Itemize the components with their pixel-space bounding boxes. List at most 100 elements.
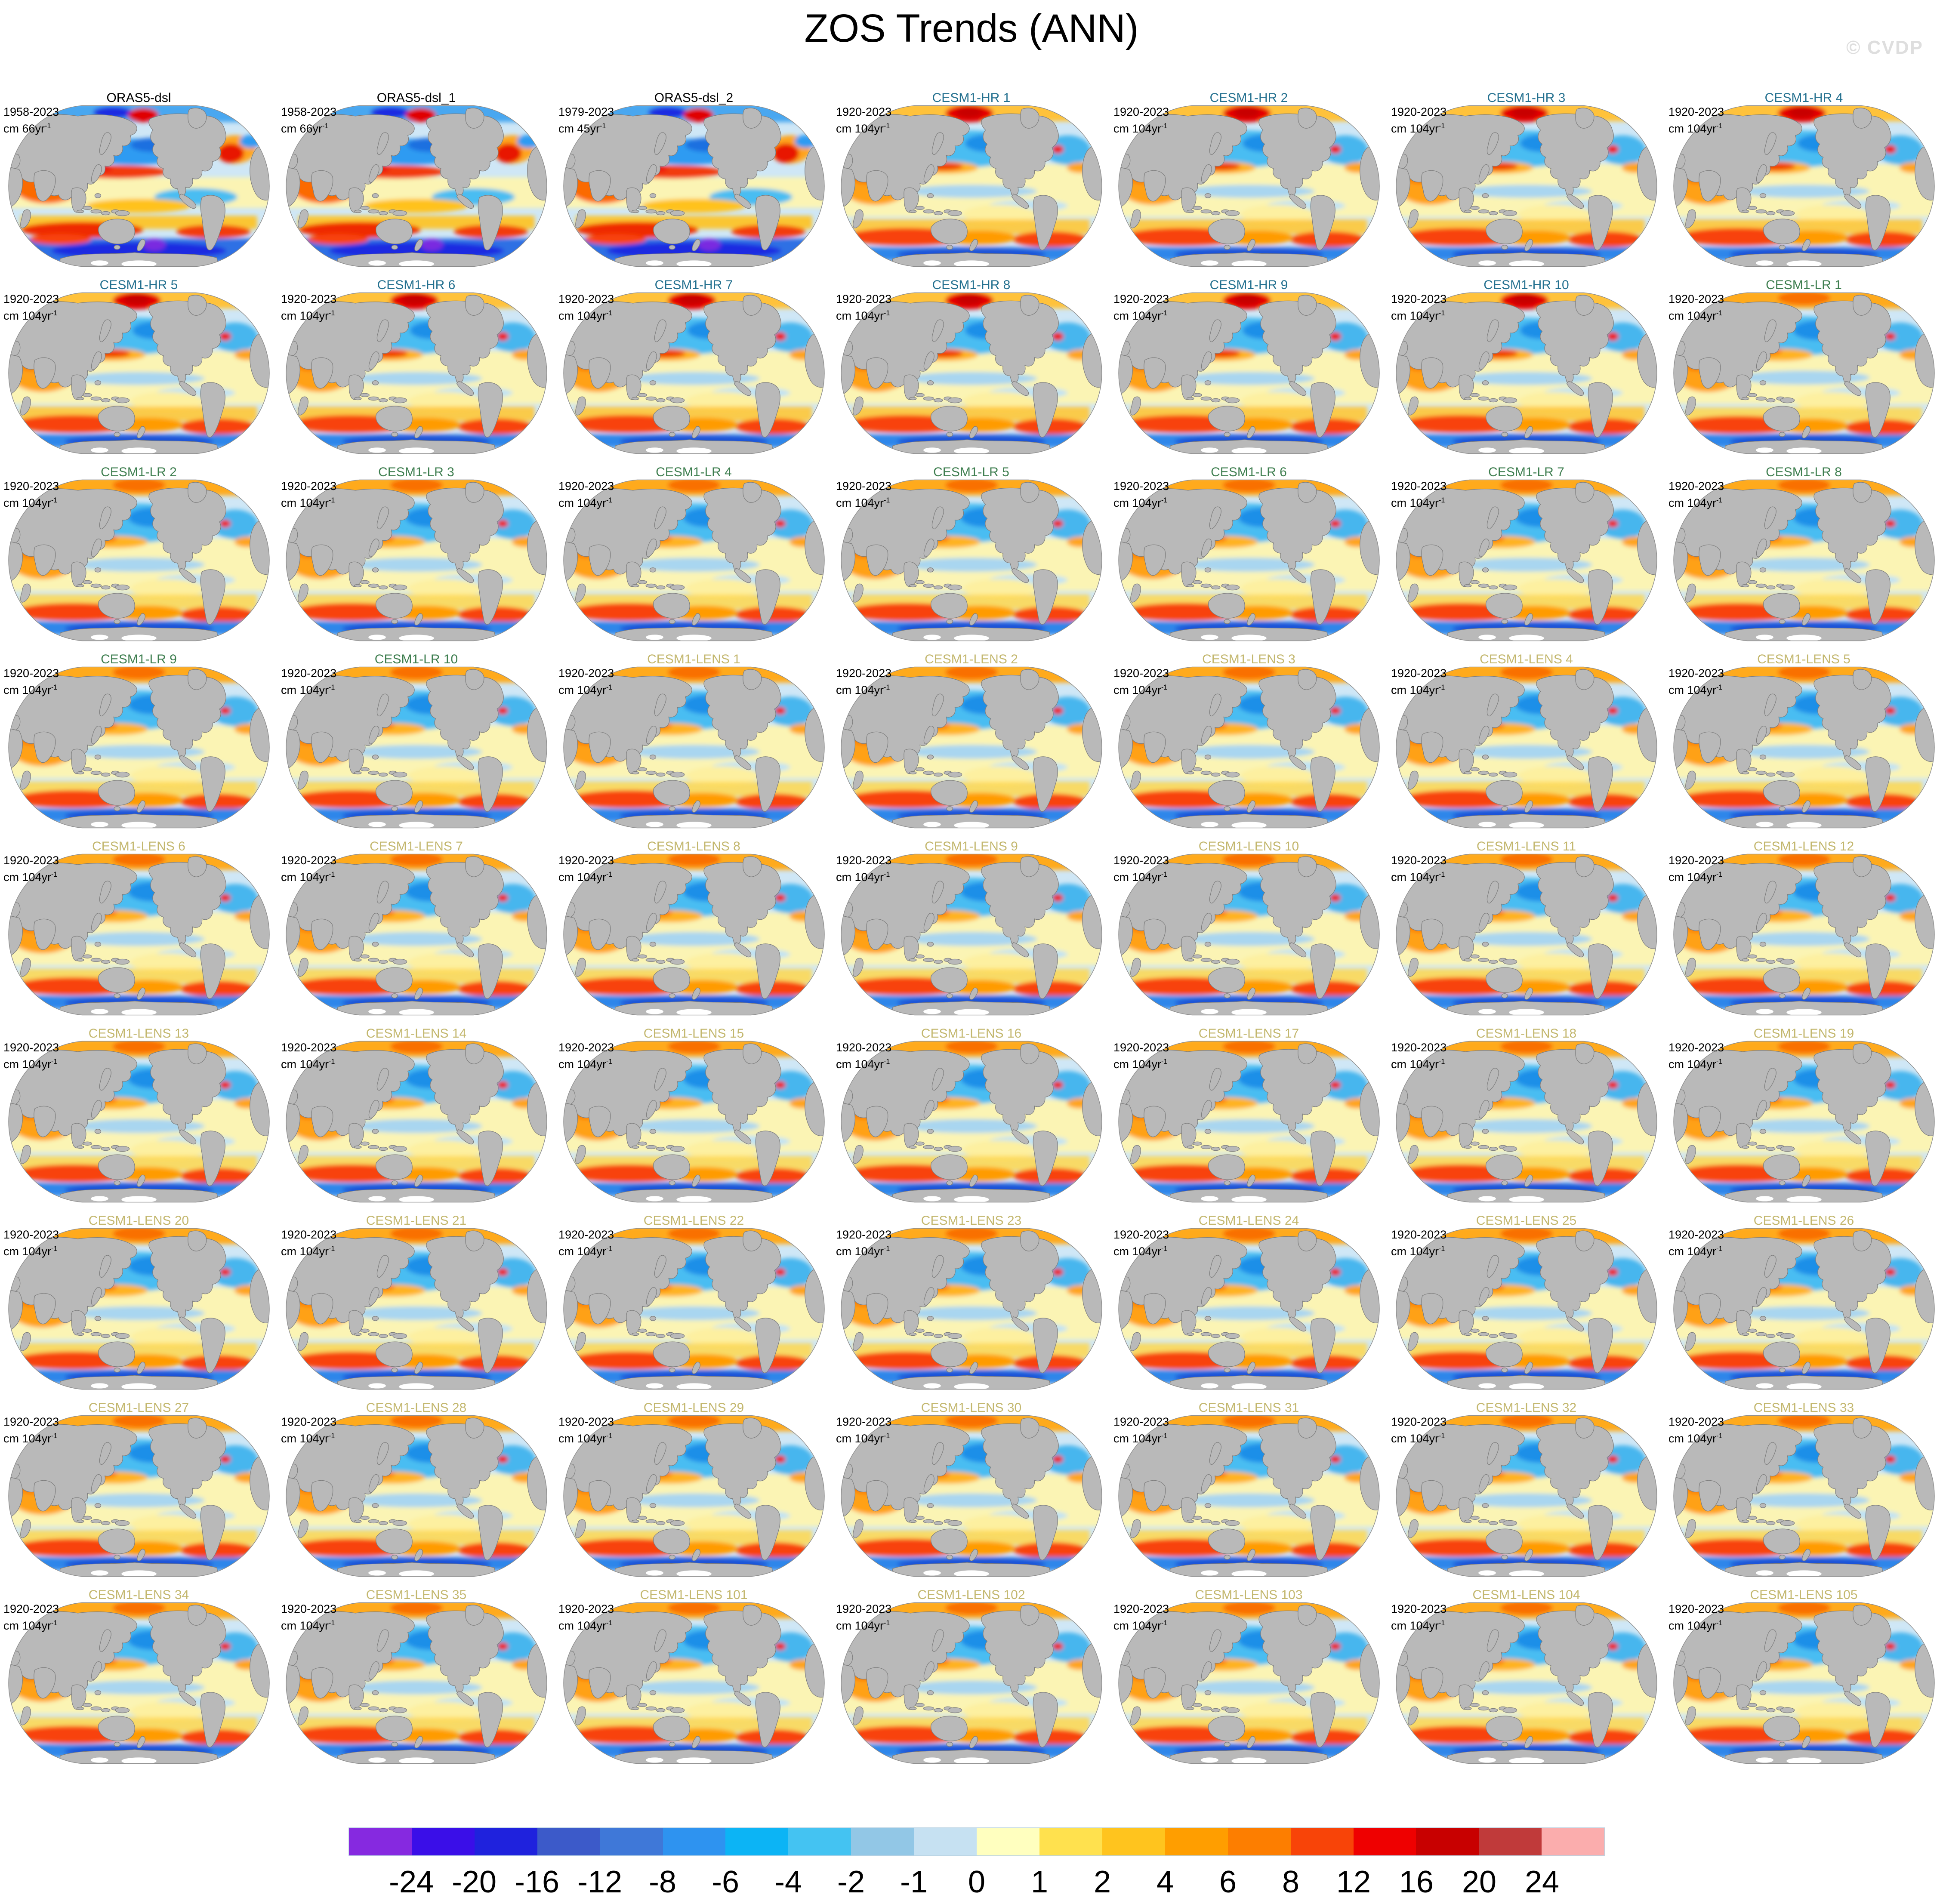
panel-units-exponent: -1 [329, 1245, 335, 1253]
panel-units-exponent: -1 [1161, 1432, 1168, 1440]
panel-units: cm 104yr [1113, 1058, 1162, 1071]
colorbar-tick-label: -6 [711, 1865, 740, 1899]
panel-units-exponent: -1 [51, 496, 58, 504]
map-panel: CESM1-LR 6 1920-2023 cm 104yr-1 [1110, 457, 1388, 644]
panel-title: CESM1-LENS 1 [647, 652, 740, 666]
panel-period: 1920-2023 [836, 1602, 892, 1615]
panel-units-exponent: -1 [606, 309, 613, 317]
panel-title: CESM1-LENS 32 [1476, 1401, 1577, 1415]
map-panel: CESM1-LENS 20 1920-2023 cm 104yr-1 [0, 1205, 278, 1393]
panel-title: CESM1-LENS 30 [921, 1401, 1022, 1415]
panel-units-exponent: -1 [1439, 684, 1445, 691]
map-panel: CESM1-LENS 17 1920-2023 cm 104yr-1 [1110, 1018, 1388, 1205]
panel-period: 1920-2023 [1391, 667, 1447, 680]
panel-units: cm 104yr [836, 1432, 884, 1445]
map-panel: CESM1-LENS 33 1920-2023 cm 104yr-1 [1665, 1393, 1943, 1580]
panel-units: cm 104yr [1669, 1619, 1717, 1632]
colorbar-segment [537, 1828, 600, 1855]
panel-period-units: 1920-2023 cm 104yr-1 [281, 292, 336, 323]
panel-title: CESM1-HR 8 [932, 278, 1011, 292]
panel-period: 1920-2023 [1391, 1041, 1447, 1054]
figure-title: ZOS Trends (ANN) [804, 6, 1139, 50]
colorbar-segment [1165, 1828, 1228, 1855]
colorbar-segment [663, 1828, 726, 1855]
colorbar-segment [1542, 1828, 1605, 1855]
map-panel: CESM1-LENS 13 1920-2023 cm 104yr-1 [0, 1018, 278, 1205]
panel-units-exponent: -1 [51, 1245, 58, 1253]
panel-period-units: 1920-2023 cm 104yr-1 [1391, 479, 1446, 510]
map-panel: CESM1-LR 3 1920-2023 cm 104yr-1 [278, 457, 555, 644]
panel-title: CESM1-LENS 16 [921, 1026, 1022, 1041]
panel-title: CESM1-HR 2 [1209, 91, 1288, 105]
panel-units: cm 66yr [281, 122, 323, 135]
panel-units: cm 104yr [1391, 1058, 1439, 1071]
colorbar-segment [1290, 1828, 1354, 1855]
panel-period-units: 1920-2023 cm 104yr-1 [558, 666, 614, 697]
panel-units: cm 104yr [1391, 496, 1439, 509]
colorbar-labels: -24 -20 -16 -12 -8 -6 -4 -2 -1 0 1 2 4 6 8 12 16 20 24 [349, 1864, 1605, 1899]
panel-units-exponent: -1 [1439, 1058, 1445, 1066]
panel-period-units: 1979-2023 cm 45yr-1 [558, 105, 614, 136]
panel-units-exponent: -1 [1161, 1619, 1168, 1627]
panel-period-units: 1920-2023 cm 104yr-1 [558, 1228, 614, 1259]
panel-units-exponent: -1 [322, 122, 329, 130]
panel-period-units: 1920-2023 cm 104yr-1 [3, 292, 59, 323]
colorbar-tick-label: 6 [1219, 1865, 1237, 1899]
panel-title: CESM1-LR 8 [1766, 465, 1842, 479]
colorbar-segment [1479, 1828, 1542, 1855]
map-panel: CESM1-LENS 32 1920-2023 cm 104yr-1 [1388, 1393, 1665, 1580]
panel-title: CESM1-LENS 22 [643, 1214, 744, 1228]
map-panel: CESM1-LENS 103 1920-2023 cm 104yr-1 [1110, 1580, 1388, 1767]
panel-units: cm 104yr [1391, 1432, 1439, 1445]
colorbar-tick-label: 16 [1399, 1865, 1434, 1899]
panel-units: cm 104yr [1391, 684, 1439, 696]
panel-units: cm 104yr [281, 1245, 329, 1258]
map-panel: CESM1-LENS 26 1920-2023 cm 104yr-1 [1665, 1205, 1943, 1393]
panel-period: 1920-2023 [281, 854, 337, 867]
panel-period: 1920-2023 [1669, 854, 1724, 867]
colorbar-tick-label: 0 [968, 1865, 986, 1899]
panel-period: 1920-2023 [1669, 1228, 1724, 1241]
panel-title: CESM1-LENS 34 [88, 1588, 189, 1602]
panel-units: cm 104yr [558, 1619, 607, 1632]
panel-title: CESM1-LENS 20 [88, 1214, 189, 1228]
panel-period: 1920-2023 [836, 480, 892, 493]
colorbar-tick-label: 4 [1156, 1865, 1174, 1899]
map-panel: CESM1-HR 9 1920-2023 cm 104yr-1 [1110, 270, 1388, 457]
panel-units: cm 104yr [1113, 684, 1162, 696]
panel-units-exponent: -1 [1161, 496, 1168, 504]
panel-period-units: 1920-2023 cm 104yr-1 [1391, 666, 1446, 697]
panel-period: 1920-2023 [1391, 480, 1447, 493]
panel-units: cm 104yr [558, 1245, 607, 1258]
panel-period-units: 1920-2023 cm 104yr-1 [1391, 1041, 1446, 1072]
colorbar-segment [1416, 1828, 1479, 1855]
panel-title: CESM1-LR 1 [1766, 278, 1842, 292]
map-panel: CESM1-LR 9 1920-2023 cm 104yr-1 [0, 644, 278, 831]
panel-title: CESM1-HR 4 [1764, 91, 1843, 105]
colorbar-segment [1353, 1828, 1416, 1855]
panel-period-units: 1920-2023 cm 104yr-1 [3, 1228, 59, 1259]
panel-period: 1920-2023 [836, 1415, 892, 1428]
panel-title: CESM1-LR 3 [378, 465, 454, 479]
panel-title: CESM1-LENS 2 [925, 652, 1018, 666]
panel-title: CESM1-LENS 3 [1202, 652, 1295, 666]
panel-period: 1920-2023 [1113, 480, 1169, 493]
panel-units: cm 104yr [3, 1432, 52, 1445]
panel-units: cm 104yr [281, 496, 329, 509]
panel-units-exponent: -1 [884, 122, 890, 130]
panel-title: CESM1-LENS 29 [643, 1401, 744, 1415]
panel-title: CESM1-LENS 15 [643, 1026, 744, 1041]
panel-title: CESM1-LENS 104 [1472, 1588, 1580, 1602]
panel-units: cm 104yr [558, 496, 607, 509]
panel-units-exponent: -1 [1439, 309, 1445, 317]
panel-title: CESM1-LR 10 [374, 652, 458, 666]
panel-title: CESM1-LENS 24 [1198, 1214, 1299, 1228]
panel-period-units: 1920-2023 cm 104yr-1 [836, 666, 891, 697]
panel-period-units: 1920-2023 cm 104yr-1 [1669, 292, 1724, 323]
panel-title: CESM1-HR 6 [377, 278, 456, 292]
panel-period: 1920-2023 [558, 854, 614, 867]
panel-period: 1920-2023 [3, 1041, 59, 1054]
panel-units-exponent: -1 [51, 1058, 58, 1066]
map-panel: CESM1-HR 10 1920-2023 cm 104yr-1 [1388, 270, 1665, 457]
panel-units-exponent: -1 [1439, 496, 1445, 504]
